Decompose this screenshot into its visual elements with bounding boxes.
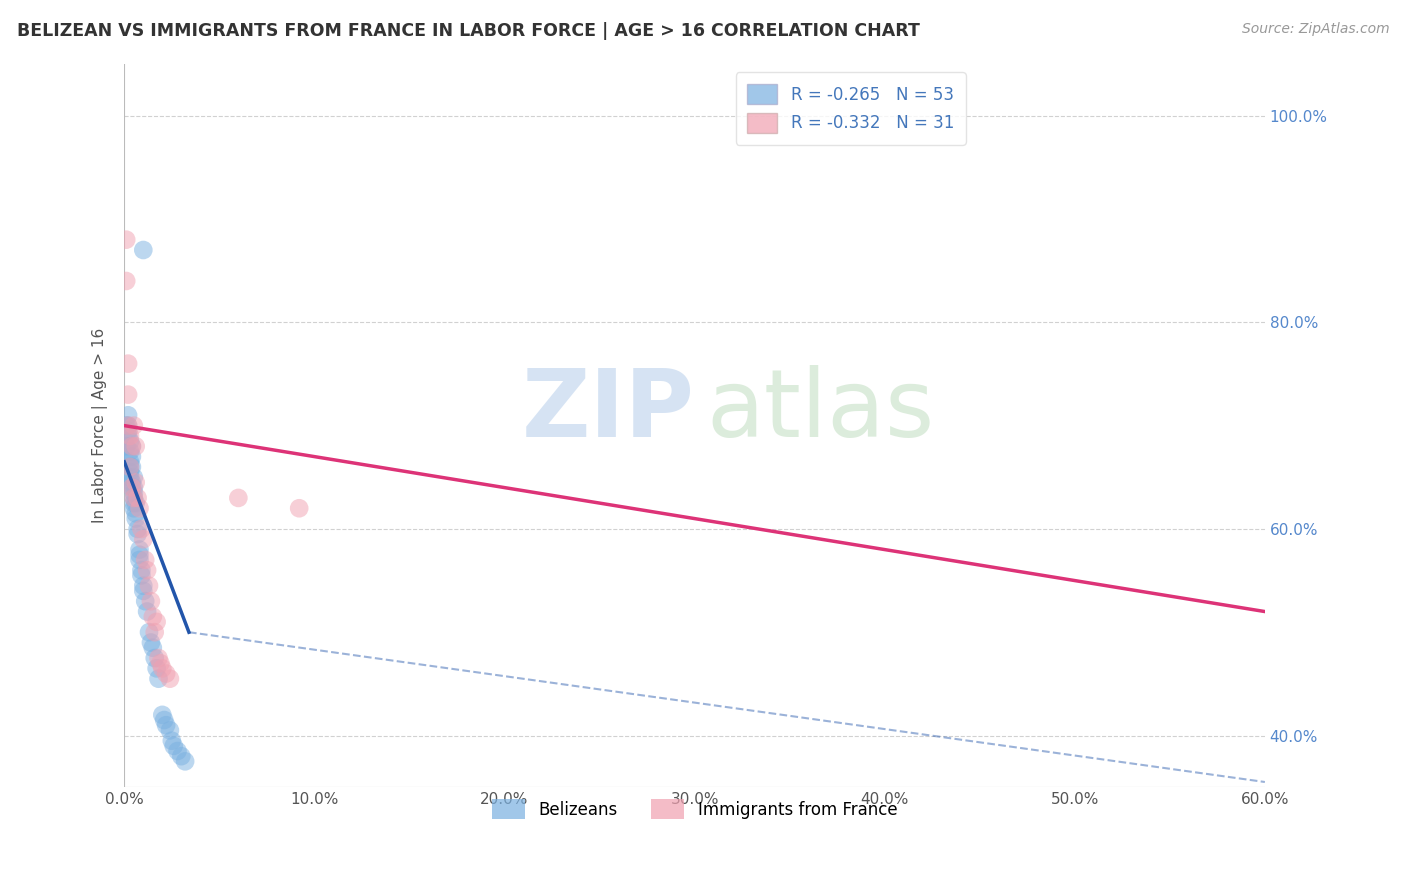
Point (121, 450, 143, 464)
Point (145, 661, 167, 675)
Point (149, 657, 172, 671)
Point (136, 605, 159, 619)
Text: atlas: atlas (706, 365, 934, 458)
Point (122, 491, 145, 505)
Text: Source: ZipAtlas.com: Source: ZipAtlas.com (1241, 22, 1389, 37)
Y-axis label: In Labor Force | Age > 16: In Labor Force | Age > 16 (93, 328, 108, 524)
Point (134, 594, 156, 608)
Point (117, 409, 139, 423)
Point (155, 718, 177, 732)
Point (115, 418, 138, 433)
Point (122, 470, 145, 484)
Legend: Belizeans, Immigrants from France: Belizeans, Immigrants from France (485, 792, 904, 826)
Point (136, 563, 159, 577)
Point (131, 568, 153, 582)
Point (117, 424, 139, 438)
Point (118, 465, 141, 479)
Point (121, 459, 143, 474)
Point (150, 707, 173, 722)
Point (115, 439, 138, 453)
Point (125, 496, 148, 510)
Point (125, 507, 148, 521)
Point (131, 563, 153, 577)
Point (117, 429, 139, 443)
Point (170, 749, 193, 764)
Point (148, 672, 170, 686)
Point (122, 485, 145, 500)
Point (118, 444, 141, 458)
Point (159, 672, 181, 686)
Point (122, 418, 145, 433)
Point (121, 439, 143, 453)
Point (128, 542, 150, 557)
Point (125, 439, 148, 453)
Point (118, 470, 141, 484)
Point (128, 501, 150, 516)
Point (127, 491, 149, 505)
Point (150, 661, 173, 675)
Point (148, 651, 170, 665)
Point (122, 501, 145, 516)
Point (166, 744, 188, 758)
Point (174, 755, 197, 769)
Point (159, 723, 181, 738)
Point (122, 481, 145, 495)
Point (127, 527, 149, 541)
Point (153, 713, 176, 727)
Point (118, 459, 141, 474)
Point (163, 739, 186, 753)
Point (138, 625, 160, 640)
Text: ZIP: ZIP (522, 365, 695, 458)
Point (132, 583, 155, 598)
Point (125, 475, 148, 490)
Point (228, 491, 250, 505)
Point (121, 481, 143, 495)
Point (117, 418, 139, 433)
Point (145, 615, 167, 629)
Point (117, 418, 139, 433)
Point (127, 522, 149, 536)
Point (131, 522, 153, 536)
Point (118, 429, 141, 443)
Point (128, 553, 150, 567)
Point (143, 651, 166, 665)
Point (134, 553, 156, 567)
Point (117, 357, 139, 371)
Point (132, 533, 155, 547)
Point (121, 481, 143, 495)
Point (115, 233, 138, 247)
Point (118, 434, 141, 449)
Point (132, 243, 155, 257)
Point (121, 439, 143, 453)
Point (121, 475, 143, 490)
Point (125, 511, 148, 525)
Point (128, 548, 150, 562)
Point (155, 666, 177, 681)
Point (139, 635, 162, 649)
Point (160, 733, 183, 747)
Point (139, 594, 162, 608)
Point (138, 579, 160, 593)
Point (142, 640, 165, 655)
Point (118, 455, 141, 469)
Point (122, 491, 145, 505)
Point (122, 496, 145, 510)
Point (143, 625, 166, 640)
Point (142, 609, 165, 624)
Text: BELIZEAN VS IMMIGRANTS FROM FRANCE IN LABOR FORCE | AGE > 16 CORRELATION CHART: BELIZEAN VS IMMIGRANTS FROM FRANCE IN LA… (17, 22, 920, 40)
Point (132, 579, 155, 593)
Point (117, 387, 139, 401)
Point (288, 501, 311, 516)
Point (118, 459, 141, 474)
Point (115, 274, 138, 288)
